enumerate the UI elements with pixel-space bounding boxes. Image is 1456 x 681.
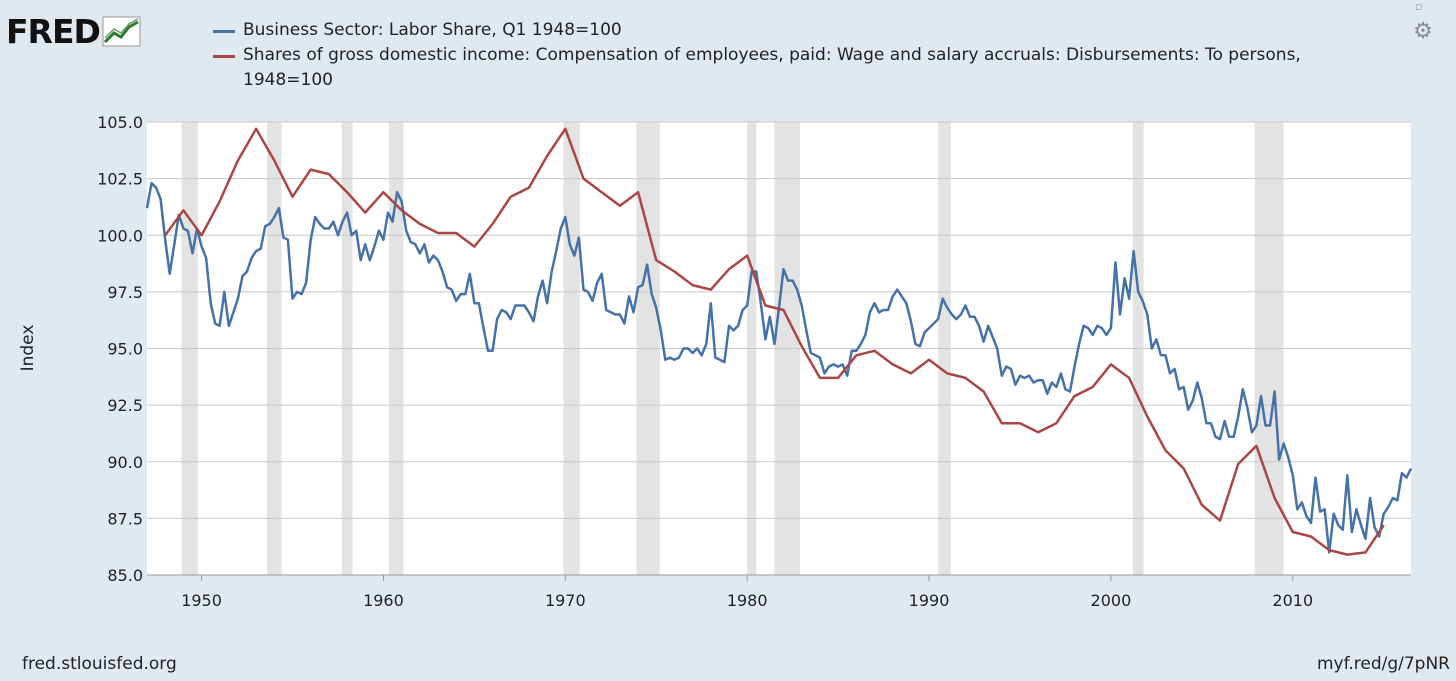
x-tick-label: 2000 — [1091, 591, 1132, 610]
series-wage-salary-share-line[interactable] — [164, 127, 1385, 556]
legend-item-series-1[interactable]: Business Sector: Labor Share, Q1 1948=10… — [213, 18, 1333, 43]
logo-text: FRED — [6, 12, 101, 51]
legend-item-series-2[interactable]: Shares of gross domestic income: Compens… — [213, 43, 1333, 93]
x-tick-label: 1950 — [181, 591, 222, 610]
fred-logo[interactable]: FRED — [6, 10, 142, 54]
expand-icon[interactable]: ▫ — [1415, 0, 1423, 13]
y-tick-label: 90.0 — [107, 453, 143, 472]
short-url-link[interactable]: myf.red/g/7pNR — [1316, 654, 1450, 674]
x-tick-label: 1970 — [545, 591, 586, 610]
gear-icon[interactable]: ⚙ — [1413, 19, 1433, 44]
x-tick-label: 2010 — [1272, 591, 1313, 610]
y-tick-label: 95.0 — [107, 340, 143, 359]
x-tick-label: 1960 — [363, 591, 404, 610]
y-tick-label: 100.0 — [97, 226, 143, 245]
legend-swatch-series-1 — [213, 30, 235, 33]
y-tick-label: 105.0 — [97, 113, 143, 132]
chart-legend: Business Sector: Labor Share, Q1 1948=10… — [213, 18, 1333, 93]
legend-swatch-series-2 — [213, 55, 235, 58]
y-tick-label: 87.5 — [107, 509, 143, 528]
line-chart: 85.0 87.5 90.0 92.5 95.0 97.5 100.0 102.5 105.0 1… — [18, 113, 1413, 610]
y-tick-label: 97.5 — [107, 283, 143, 302]
x-tick-label: 1980 — [727, 591, 768, 610]
source-link[interactable]: fred.stlouisfed.org — [22, 654, 177, 674]
x-tick-label: 1990 — [909, 591, 950, 610]
y-tick-label: 85.0 — [107, 566, 143, 585]
legend-label-series-2: Shares of gross domestic income: Compens… — [243, 45, 1301, 90]
legend-label-series-1: Business Sector: Labor Share, Q1 1948=10… — [243, 20, 622, 40]
y-axis-label: Index — [18, 325, 38, 372]
y-tick-label: 102.5 — [97, 170, 143, 189]
line-chart-icon — [102, 16, 141, 47]
y-tick-label: 92.5 — [107, 396, 143, 415]
